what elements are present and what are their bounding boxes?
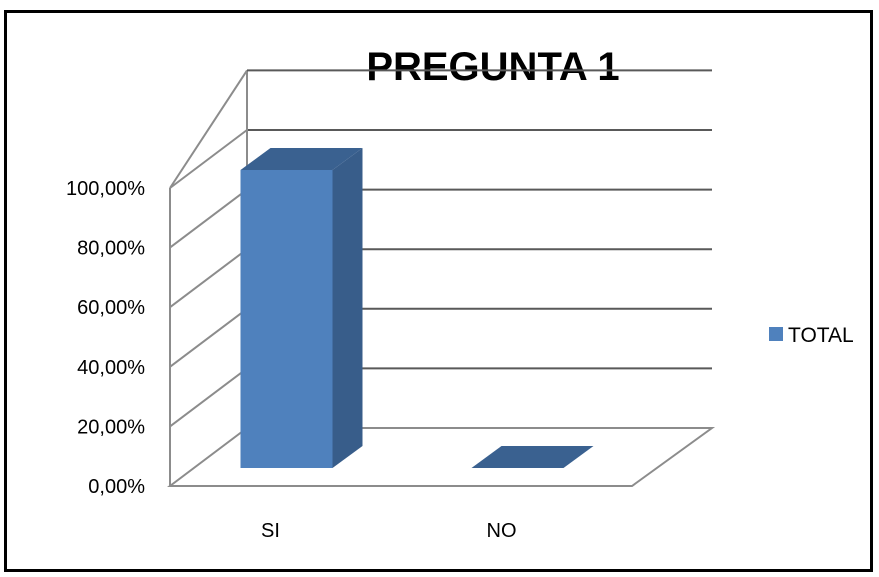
category-label: NO — [487, 520, 517, 542]
y-tick-label: 60,00% — [77, 297, 145, 319]
legend-swatch — [769, 327, 783, 341]
y-tick-label: 80,00% — [77, 238, 145, 260]
y-tick-label: 20,00% — [77, 416, 145, 438]
bar-layer — [240, 148, 594, 468]
bar-top — [240, 148, 363, 170]
gridline-side-top — [169, 69, 248, 189]
gridline-side — [169, 188, 248, 249]
chart-frame — [4, 10, 873, 572]
bar-front — [240, 170, 333, 468]
bar-side — [332, 148, 363, 468]
category-label: SI — [261, 520, 280, 542]
y-tick-label: 40,00% — [77, 357, 145, 379]
chart-title: PREGUNTA 1 — [366, 45, 619, 89]
tick-labels: 0,00% 20,00% 40,00% 60,00% 80,00% 100,00% — [66, 178, 145, 498]
gridline-side — [169, 367, 248, 428]
floor — [167, 427, 716, 487]
category-labels: SI NO — [261, 520, 516, 542]
bar-top — [471, 446, 594, 468]
y-tick-label: 100,00% — [66, 178, 145, 200]
gridline-side — [169, 308, 248, 368]
gridline-side — [169, 248, 248, 308]
bar-si — [240, 148, 363, 468]
gridline-side — [169, 129, 248, 189]
legend-label-total: TOTAL — [788, 324, 854, 347]
legend: TOTAL — [769, 324, 854, 347]
bar-no — [471, 446, 594, 468]
y-tick-label: 0,00% — [88, 476, 145, 498]
